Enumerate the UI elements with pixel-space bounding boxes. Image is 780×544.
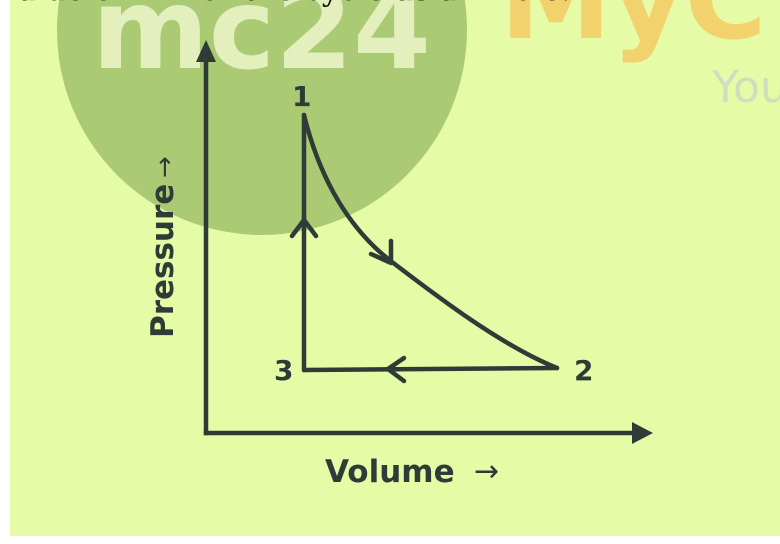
left-margin (0, 0, 10, 540)
watermark-brand-text: MyC (500, 0, 767, 65)
y-axis-arrowhead (196, 40, 216, 62)
x-axis-arrowhead (632, 422, 653, 444)
y-axis-label-arrow: → (150, 156, 180, 178)
watermark-tagline: You (711, 62, 780, 113)
arrow-left-2-3 (385, 355, 407, 384)
y-axis-label: Pressure → (145, 156, 181, 338)
point-label-2: 2 (574, 354, 593, 387)
bottom-margin (0, 536, 780, 540)
path-2-to-3 (301, 365, 560, 373)
watermark-circle (57, 0, 467, 235)
point-label-3: 3 (274, 354, 293, 387)
point-labels: 1 2 3 (274, 80, 593, 387)
x-axis-label-arrow: → (474, 454, 499, 489)
axes (203, 55, 641, 436)
y-axis-label-text: Pressure (145, 184, 181, 338)
question-text-fragment: value of ΔE for the cycle as a whole. (0, 0, 571, 8)
x-axis-label-text: Volume (325, 454, 455, 490)
watermark-logo-text: mc24 (92, 0, 431, 95)
arrow-down-1-2 (368, 238, 394, 266)
cycle-paths (289, 112, 560, 384)
point-label-1: 1 (292, 80, 311, 113)
arrow-up-3-1 (289, 217, 319, 239)
